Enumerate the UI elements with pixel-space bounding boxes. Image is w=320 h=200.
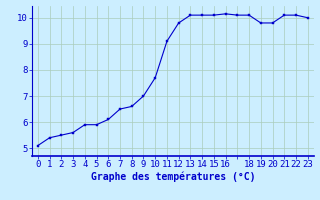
- X-axis label: Graphe des températures (°C): Graphe des températures (°C): [91, 172, 255, 182]
